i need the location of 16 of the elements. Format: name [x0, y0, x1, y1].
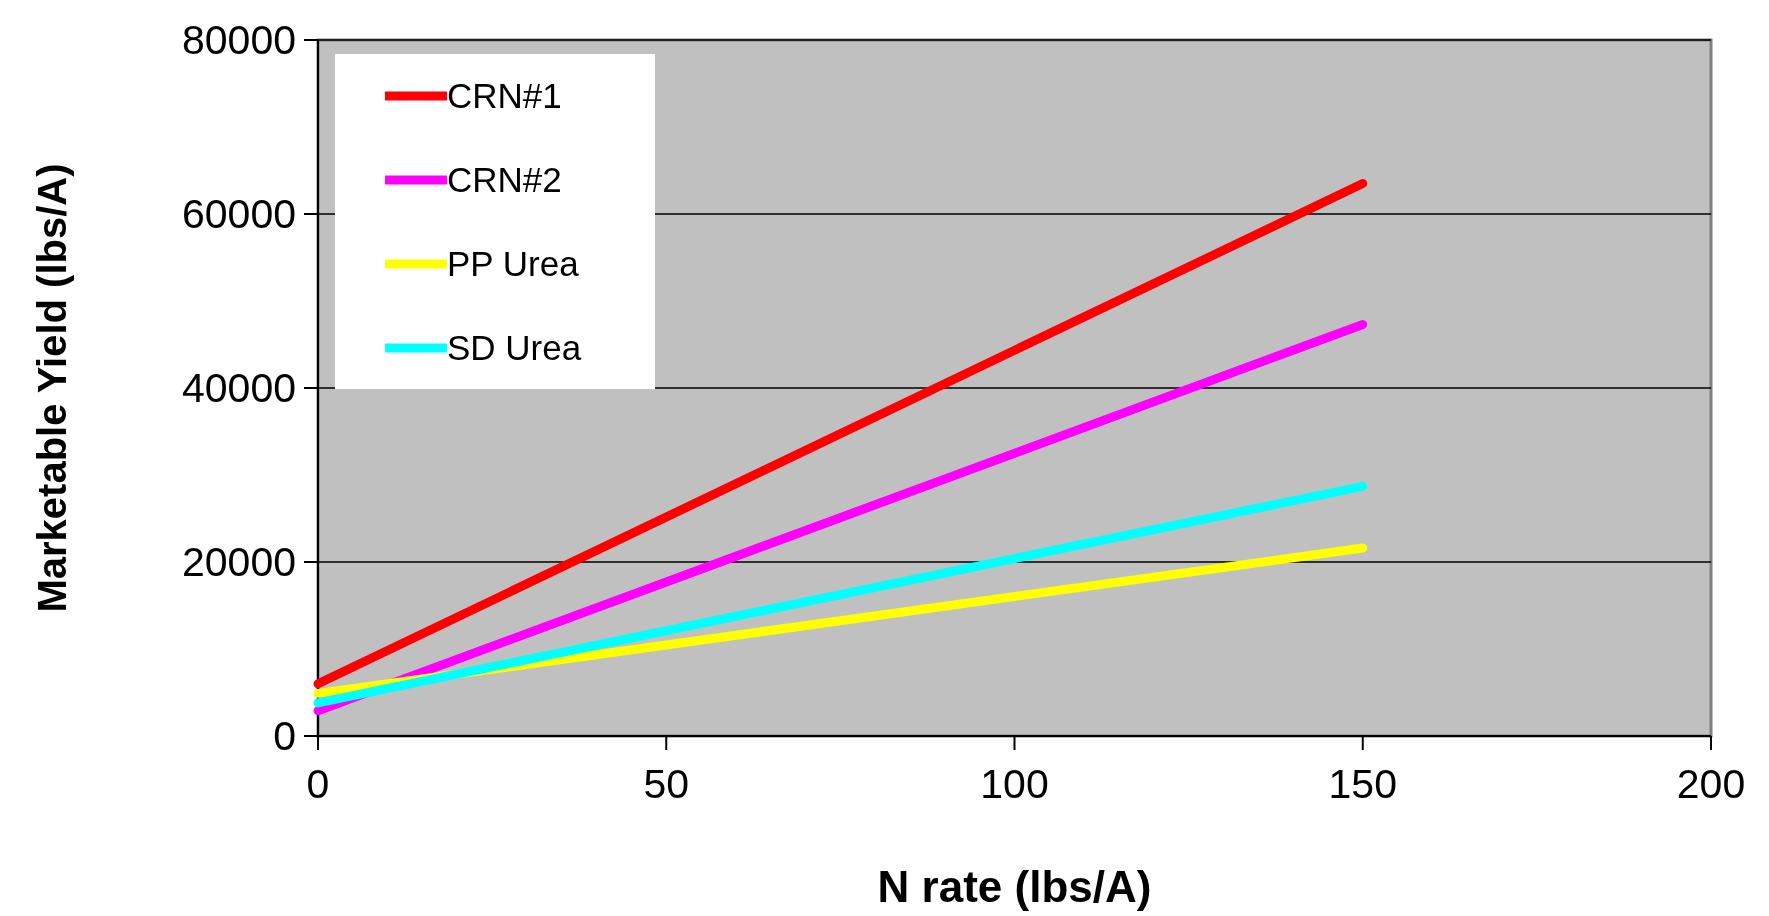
x-tick-label: 0	[306, 761, 330, 807]
x-tick-label: 100	[980, 761, 1049, 807]
x-tick-label: 150	[1328, 761, 1397, 807]
x-tick-label: 200	[1676, 761, 1746, 807]
y-tick-label: 60000	[181, 191, 296, 238]
y-tick-label: 0	[273, 713, 296, 760]
legend-label: SD Urea	[447, 328, 582, 368]
legend-label: PP Urea	[447, 244, 580, 284]
y-tick-label: 20000	[181, 539, 296, 586]
x-tick-label: 50	[643, 761, 690, 807]
x-axis-title: N rate (lbs/A)	[877, 862, 1152, 911]
y-tick-label: 80000	[181, 17, 296, 64]
legend-label: CRN#1	[447, 76, 562, 116]
y-tick-label: 40000	[181, 365, 296, 412]
y-axis-title: Marketable Yield (lbs/A)	[30, 163, 74, 613]
legend-label: CRN#2	[447, 160, 562, 200]
